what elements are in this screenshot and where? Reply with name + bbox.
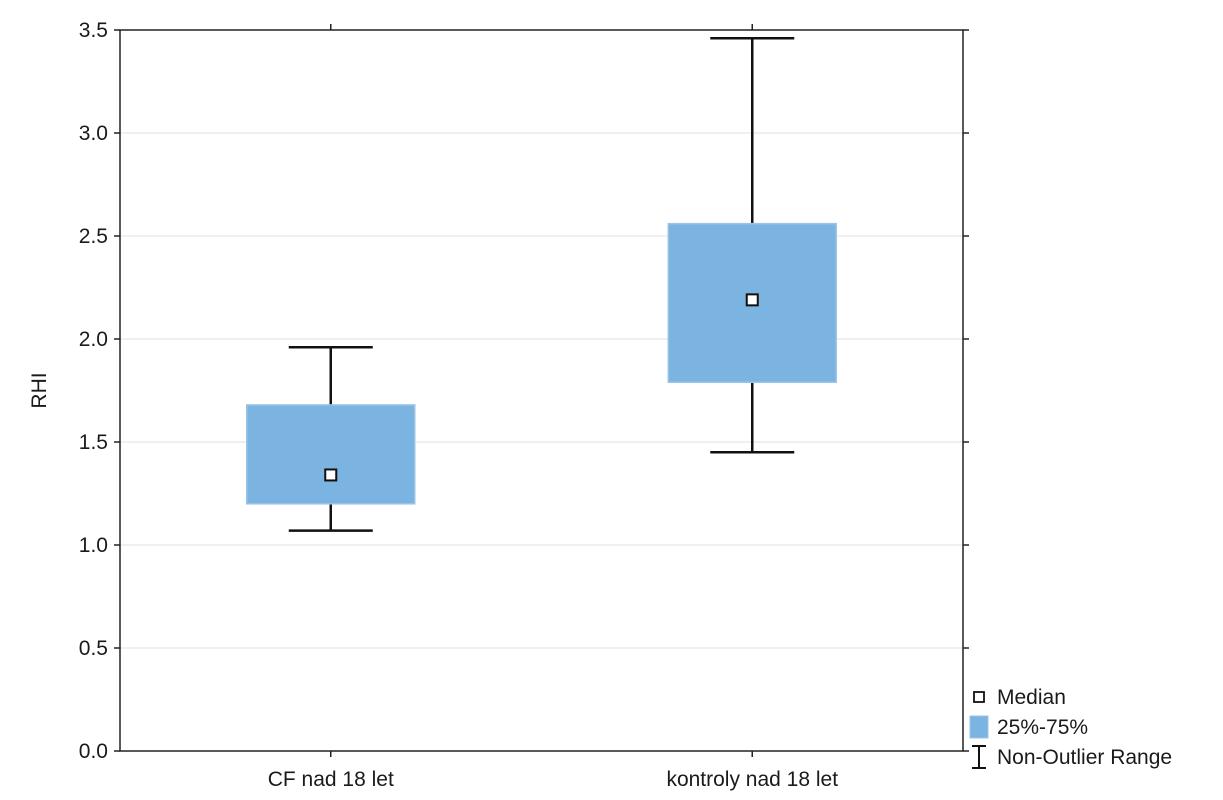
y-tick-label: 2.5 [79, 225, 108, 248]
x-tick-label: CF nad 18 let [268, 768, 394, 791]
y-axis: 0.0 0.5 1.0 1.5 2.0 2.5 3.0 3.5 [79, 19, 969, 763]
legend-label: Median [997, 686, 1066, 709]
y-tick-label: 2.0 [79, 328, 108, 351]
legend-label: 25%-75% [997, 716, 1088, 739]
box-group [667, 36, 837, 454]
box-series [246, 36, 837, 532]
median-marker [745, 293, 759, 307]
legend: Median 25%-75% Non-Outlier Range [969, 686, 1172, 769]
x-axis: CF nad 18 let kontroly nad 18 let [268, 24, 838, 791]
gridlines [120, 132, 963, 649]
box-group [246, 345, 416, 532]
y-tick-label: 1.0 [79, 534, 108, 557]
y-tick-label: 3.5 [79, 19, 108, 42]
legend-item: 25%-75% [969, 715, 1088, 739]
legend-box-symbol [969, 715, 989, 739]
y-tick-label: 0.0 [79, 740, 108, 763]
legend-item: Median [973, 686, 1066, 709]
y-tick-label: 1.5 [79, 431, 108, 454]
iqr-box [246, 404, 416, 505]
legend-label: Non-Outlier Range [997, 746, 1172, 769]
y-axis-title: RHI [28, 372, 51, 408]
median-marker [324, 468, 338, 482]
plot-frame [119, 29, 964, 752]
legend-median-symbol [973, 691, 985, 703]
legend-item: Non-Outlier Range [972, 745, 1172, 769]
y-tick-label: 0.5 [79, 637, 108, 660]
x-tick-label: kontroly nad 18 let [666, 768, 838, 791]
y-tick-label: 3.0 [79, 122, 108, 145]
